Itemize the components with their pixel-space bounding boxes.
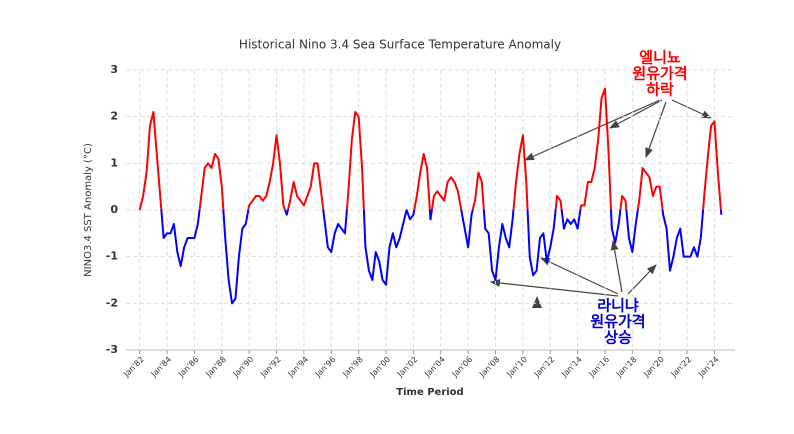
annotation-text: 상승	[604, 329, 632, 347]
y-tick-label: 3	[110, 63, 118, 76]
annotation-text: 하락	[646, 81, 674, 99]
x-tick-label: Jan'82	[121, 355, 146, 380]
x-tick-label: Jan'90	[231, 355, 256, 380]
x-tick-label: Jan'92	[258, 355, 283, 380]
x-tick-label: Jan'14	[559, 355, 584, 380]
anomaly-line	[138, 87, 723, 305]
x-tick-label: Jan'12	[532, 355, 557, 380]
annotation-text: 원유가격	[632, 65, 687, 83]
chart-title: Historical Nino 3.4 Sea Surface Temperat…	[239, 38, 561, 52]
annotation-text: 라니냐	[597, 297, 639, 315]
y-tick-label: -3	[106, 343, 118, 356]
x-tick-label: Jan'86	[176, 355, 201, 380]
x-tick-label: Jan'06	[450, 355, 475, 380]
x-tick-label: Jan'22	[669, 355, 694, 380]
annotation-arrows	[490, 99, 712, 308]
x-tick-label: Jan'02	[395, 355, 420, 380]
x-tick-label: Jan'04	[422, 355, 447, 380]
x-tick-label: Jan'96	[313, 355, 338, 380]
x-tick-label: Jan'18	[614, 355, 639, 380]
x-tick-label: Jan'16	[587, 355, 612, 380]
x-tick-label: Jan'24	[696, 355, 721, 380]
x-tick-label: Jan'20	[641, 355, 666, 380]
x-tick-label: Jan'10	[505, 355, 530, 380]
x-axis-label: Time Period	[396, 387, 463, 398]
x-tick-label: Jan'98	[340, 355, 365, 380]
x-tick-label: Jan'88	[203, 355, 228, 380]
y-axis-label: NINO3.4 SST Anomaly (°C)	[83, 143, 94, 277]
y-tick-label: -1	[106, 250, 118, 263]
x-tick-label: Jan'94	[286, 355, 311, 380]
y-tick-label: -2	[106, 296, 118, 309]
x-tick-label: Jan'08	[477, 355, 502, 380]
y-tick-label: 1	[110, 156, 118, 169]
x-tick-label: Jan'84	[149, 355, 174, 380]
y-tick-label: 2	[110, 110, 118, 123]
annotation-text: 원유가격	[590, 313, 645, 331]
y-tick-label: 0	[110, 203, 118, 216]
x-tick-label: Jan'00	[368, 355, 393, 380]
annotation-text: 엘니뇨	[639, 49, 681, 67]
